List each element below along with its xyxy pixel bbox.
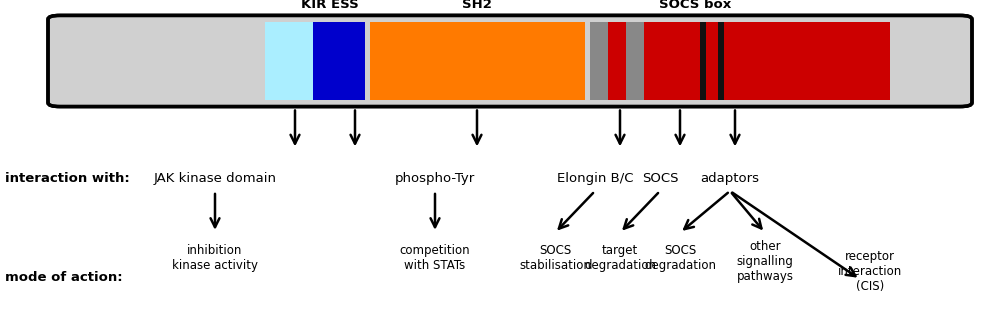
- Text: JAK kinase domain: JAK kinase domain: [154, 172, 276, 185]
- FancyBboxPatch shape: [48, 15, 972, 107]
- Bar: [265, 22, 313, 100]
- Bar: [700, 22, 706, 100]
- Text: mode of action:: mode of action:: [5, 271, 123, 284]
- Text: target
degradation: target degradation: [584, 244, 656, 273]
- Text: SOCS
degradation: SOCS degradation: [644, 244, 716, 273]
- Text: SOCS box: SOCS box: [659, 0, 731, 11]
- Text: SH2: SH2: [462, 0, 492, 11]
- Text: SOCS: SOCS: [642, 172, 678, 185]
- Text: interaction with:: interaction with:: [5, 172, 130, 185]
- Text: receptor
interaction
(CIS): receptor interaction (CIS): [838, 250, 902, 293]
- Text: SOCS
stabilisation: SOCS stabilisation: [519, 244, 591, 273]
- Text: phospho-Tyr: phospho-Tyr: [395, 172, 475, 185]
- Bar: [626, 22, 644, 100]
- Bar: [718, 22, 724, 100]
- Text: adaptors: adaptors: [700, 172, 760, 185]
- Text: competition
with STATs: competition with STATs: [400, 244, 470, 273]
- Text: Elongin B/C: Elongin B/C: [557, 172, 633, 185]
- Bar: [370, 22, 585, 100]
- Bar: [590, 22, 608, 100]
- Text: other
signalling
pathways: other signalling pathways: [736, 240, 794, 283]
- Text: KIR ESS: KIR ESS: [301, 0, 359, 11]
- Bar: [590, 22, 890, 100]
- Bar: [313, 22, 365, 100]
- Text: inhibition
kinase activity: inhibition kinase activity: [172, 244, 258, 273]
